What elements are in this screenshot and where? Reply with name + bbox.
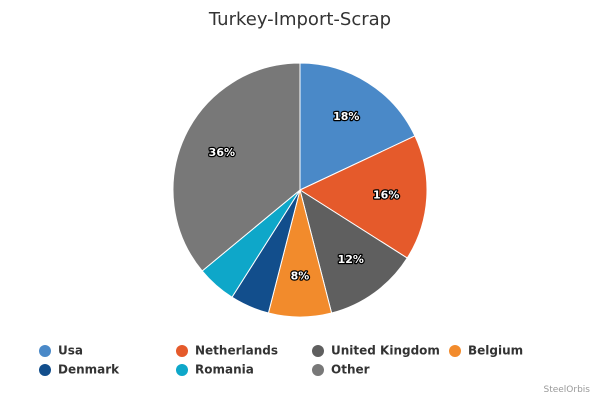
slice-label: 36%	[209, 146, 235, 159]
pie-slice	[298, 135, 428, 259]
legend-label[interactable]: Denmark	[58, 363, 120, 377]
slice-label: 12%	[338, 253, 364, 266]
pie-slice	[172, 62, 301, 272]
legend-marker[interactable]	[176, 364, 188, 376]
legend-label[interactable]: Other	[331, 363, 370, 377]
legend-label[interactable]: United Kingdom	[331, 344, 440, 358]
slice-label: 8%	[291, 269, 310, 282]
legend-marker[interactable]	[39, 364, 51, 376]
legend-label[interactable]: Romania	[195, 363, 254, 377]
chart-title: Turkey-Import-Scrap	[208, 9, 391, 30]
legend-marker[interactable]	[312, 345, 324, 357]
legend-marker[interactable]	[449, 345, 461, 357]
legend-marker[interactable]	[39, 345, 51, 357]
legend-label[interactable]: Belgium	[468, 344, 523, 358]
legend-label[interactable]: Usa	[58, 344, 83, 358]
legend-marker[interactable]	[176, 345, 188, 357]
slice-label: 18%	[333, 110, 359, 123]
pie-slice	[299, 188, 408, 314]
credit: SteelOrbis	[543, 385, 590, 395]
pie-slice	[299, 62, 416, 191]
legend-marker[interactable]	[312, 364, 324, 376]
legend-label[interactable]: Netherlands	[195, 344, 278, 358]
slice-label: 16%	[373, 188, 399, 201]
